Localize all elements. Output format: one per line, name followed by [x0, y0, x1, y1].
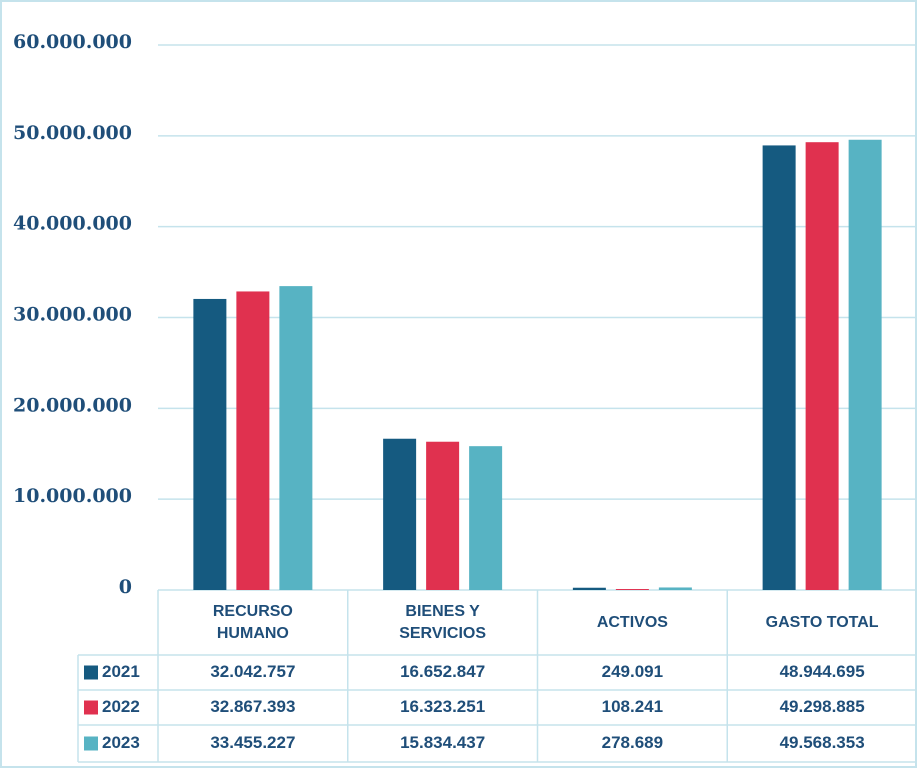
value-label: 33.455.227 — [210, 733, 295, 752]
category-label: GASTO TOTAL — [765, 613, 879, 631]
value-label: 249.091 — [602, 662, 663, 681]
legend-swatch — [84, 736, 98, 751]
bar — [193, 298, 227, 590]
y-tick-label: 20.000.000 — [13, 394, 132, 416]
legend-swatch — [84, 665, 98, 680]
bar — [279, 286, 313, 590]
bar — [848, 139, 882, 590]
legend-label: 2023 — [102, 733, 140, 752]
category-label: ACTIVOS — [596, 613, 668, 631]
category-cell: GASTO TOTAL — [765, 613, 879, 631]
value-label: 108.241 — [602, 697, 663, 716]
legend-label: 2021 — [102, 662, 140, 681]
category-label: BIENES Y SERVICIOS — [399, 602, 487, 642]
bar — [762, 145, 796, 591]
bar — [572, 587, 606, 590]
value-label: 32.042.757 — [210, 662, 295, 681]
value-label: 49.298.885 — [780, 697, 865, 716]
category-cell: BIENES Y SERVICIOS — [399, 602, 487, 642]
bar — [236, 291, 270, 590]
category-label: RECURSO HUMANO — [212, 602, 293, 642]
legend-label: 2022 — [102, 697, 140, 716]
category-cell: ACTIVOS — [596, 613, 668, 631]
value-label: 278.689 — [602, 733, 663, 752]
value-label: 16.323.251 — [400, 697, 485, 716]
y-tick-label: 40.000.000 — [13, 213, 132, 235]
value-label: 32.867.393 — [210, 697, 295, 716]
y-tick-label: 10.000.000 — [13, 485, 132, 507]
bar — [615, 589, 649, 590]
value-label: 16.652.847 — [400, 662, 485, 681]
y-tick-label: 30.000.000 — [13, 304, 132, 326]
bar — [426, 441, 460, 590]
bar — [469, 446, 503, 590]
bar — [658, 587, 692, 590]
value-label: 49.568.353 — [780, 733, 865, 752]
y-tick-label: 50.000.000 — [13, 122, 132, 144]
legend-swatch — [84, 700, 98, 715]
value-label: 48.944.695 — [780, 662, 865, 681]
category-cell: RECURSO HUMANO — [212, 602, 293, 642]
value-label: 15.834.437 — [400, 733, 485, 752]
bar — [383, 438, 417, 590]
y-tick-label: 60.000.000 — [13, 31, 132, 53]
y-tick-label: 0 — [119, 576, 132, 598]
bar — [805, 142, 839, 591]
